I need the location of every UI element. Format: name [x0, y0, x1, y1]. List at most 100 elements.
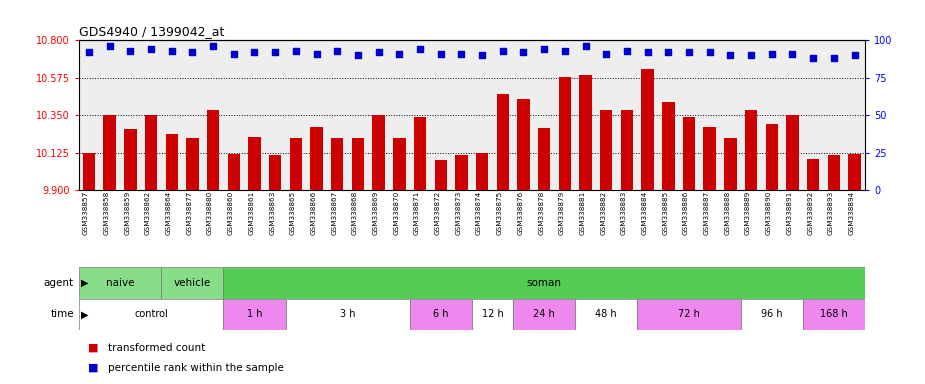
Text: vehicle: vehicle — [174, 278, 211, 288]
Point — [392, 51, 407, 57]
Point — [826, 55, 841, 61]
Text: GSM338878: GSM338878 — [538, 190, 544, 235]
Bar — [373, 116, 385, 190]
Text: GSM338865: GSM338865 — [290, 190, 296, 235]
Point — [847, 52, 862, 58]
Point — [185, 49, 200, 55]
Text: GSM338881: GSM338881 — [580, 190, 586, 235]
Text: GSM338879: GSM338879 — [559, 190, 565, 235]
Point — [433, 51, 448, 57]
Text: GSM338871: GSM338871 — [414, 190, 420, 235]
Text: naive: naive — [105, 278, 134, 288]
Text: 48 h: 48 h — [596, 310, 617, 319]
Bar — [248, 137, 261, 190]
Bar — [286, 299, 410, 330]
Bar — [807, 159, 820, 190]
Text: transformed count: transformed count — [108, 343, 205, 353]
Text: GSM338886: GSM338886 — [683, 190, 689, 235]
Text: GSM338884: GSM338884 — [642, 190, 647, 235]
Bar — [413, 117, 426, 190]
Bar — [207, 110, 219, 190]
Point — [268, 49, 283, 55]
Text: GSM338894: GSM338894 — [848, 190, 855, 235]
Point — [330, 48, 345, 54]
Text: GSM338870: GSM338870 — [393, 190, 400, 235]
Bar — [290, 138, 302, 190]
Bar — [331, 138, 343, 190]
Point — [123, 48, 138, 54]
Point — [558, 48, 573, 54]
Bar — [79, 299, 224, 330]
Text: GSM338860: GSM338860 — [228, 190, 234, 235]
Point — [205, 43, 220, 50]
Text: ▶: ▶ — [80, 278, 88, 288]
Point — [598, 51, 613, 57]
Text: 72 h: 72 h — [678, 310, 700, 319]
Bar — [513, 299, 575, 330]
Bar — [124, 129, 137, 190]
Text: GSM338866: GSM338866 — [311, 190, 316, 235]
Bar — [803, 299, 865, 330]
Text: 1 h: 1 h — [247, 310, 263, 319]
Text: agent: agent — [43, 278, 74, 288]
Point — [351, 52, 365, 58]
Bar — [575, 299, 637, 330]
Point — [289, 48, 303, 54]
Bar — [579, 75, 592, 190]
Text: ■: ■ — [88, 343, 98, 353]
Bar — [472, 299, 513, 330]
Point — [744, 52, 758, 58]
Bar — [352, 138, 364, 190]
Bar — [704, 127, 716, 190]
Text: GSM338887: GSM338887 — [704, 190, 709, 235]
Point — [309, 51, 324, 57]
Text: ▶: ▶ — [80, 310, 88, 319]
Bar — [79, 267, 161, 299]
Bar — [435, 161, 447, 190]
Bar — [224, 299, 286, 330]
Text: GSM338864: GSM338864 — [166, 190, 172, 235]
Point — [81, 49, 96, 55]
Text: GSM338863: GSM338863 — [269, 190, 276, 235]
Text: GSM338888: GSM338888 — [724, 190, 731, 235]
Point — [806, 55, 820, 61]
Text: GSM338868: GSM338868 — [352, 190, 358, 235]
Bar — [410, 299, 472, 330]
Text: GSM338874: GSM338874 — [476, 190, 482, 235]
Text: GSM338880: GSM338880 — [207, 190, 213, 235]
Text: time: time — [50, 310, 74, 319]
Bar — [848, 154, 861, 190]
Text: GSM338867: GSM338867 — [331, 190, 338, 235]
Point — [682, 49, 697, 55]
Bar — [475, 153, 488, 190]
Bar — [393, 138, 405, 190]
Bar — [269, 156, 281, 190]
Text: GSM338872: GSM338872 — [435, 190, 440, 235]
Bar — [724, 138, 736, 190]
Point — [723, 52, 738, 58]
Bar — [559, 77, 571, 190]
Bar — [186, 138, 199, 190]
Bar — [766, 124, 778, 190]
Bar — [662, 102, 674, 190]
Point — [702, 49, 717, 55]
Text: GSM338857: GSM338857 — [83, 190, 89, 235]
Bar — [224, 267, 865, 299]
Text: 96 h: 96 h — [761, 310, 783, 319]
Point — [536, 46, 551, 52]
Text: GDS4940 / 1399042_at: GDS4940 / 1399042_at — [79, 25, 224, 38]
Bar — [745, 110, 758, 190]
Text: GSM338892: GSM338892 — [808, 190, 813, 235]
Text: 24 h: 24 h — [534, 310, 555, 319]
Point — [640, 49, 655, 55]
Text: 6 h: 6 h — [433, 310, 449, 319]
Text: 3 h: 3 h — [339, 310, 355, 319]
Point — [660, 49, 675, 55]
Point — [785, 51, 800, 57]
Point — [454, 51, 469, 57]
Text: GSM338873: GSM338873 — [455, 190, 462, 235]
Point — [247, 49, 262, 55]
Bar — [145, 116, 157, 190]
Text: GSM338893: GSM338893 — [828, 190, 833, 235]
Text: GSM338877: GSM338877 — [187, 190, 192, 235]
